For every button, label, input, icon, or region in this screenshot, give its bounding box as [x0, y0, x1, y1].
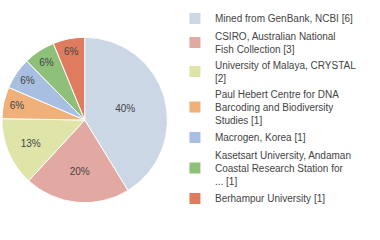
- svg-text:6%: 6%: [64, 46, 79, 57]
- svg-text:6%: 6%: [10, 100, 25, 111]
- svg-text:Paul Hebert Centre for DNABarc: Paul Hebert Centre for DNABarcoding and …: [215, 89, 339, 126]
- svg-text:CSIRO, Australian NationalFish: CSIRO, Australian NationalFish Collectio…: [215, 31, 336, 55]
- svg-text:6%: 6%: [39, 57, 54, 68]
- svg-text:Macrogen, Korea [1]: Macrogen, Korea [1]: [215, 132, 306, 143]
- svg-text:Berhampur University [1]: Berhampur University [1]: [215, 193, 325, 204]
- svg-text:20%: 20%: [70, 166, 90, 177]
- svg-text:40%: 40%: [115, 103, 135, 114]
- svg-text:6%: 6%: [20, 75, 35, 86]
- svg-text:Mined from GenBank, NCBI [6]: Mined from GenBank, NCBI [6]: [215, 13, 353, 24]
- svg-text:13%: 13%: [21, 138, 41, 149]
- svg-text:Kasetsart University, AndamanC: Kasetsart University, AndamanCoastal Res…: [215, 150, 351, 187]
- svg-text:University of Malaya, CRYSTAL[: University of Malaya, CRYSTAL[2]: [215, 60, 356, 84]
